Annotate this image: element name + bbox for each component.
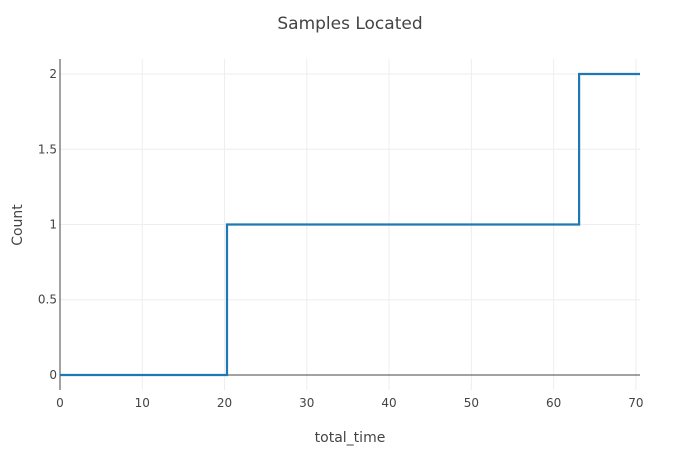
series-layer <box>60 72 640 377</box>
x-tick-label-1: 10 <box>135 396 150 410</box>
x-tick-label-3: 30 <box>299 396 314 410</box>
x-tick-label-4: 40 <box>381 396 396 410</box>
chart-title: Samples Located <box>277 14 422 34</box>
y-tick-label-4: 2 <box>49 67 57 81</box>
x-tick-label-6: 60 <box>546 396 561 410</box>
x-tick-label-0: 0 <box>56 396 64 410</box>
x-axis-title: total_time <box>315 430 386 446</box>
y-tick-label-2: 1 <box>49 218 57 232</box>
y-axis-title: Count <box>10 204 26 246</box>
y-tick-label-1: 0.5 <box>38 293 57 307</box>
x-tick-label-5: 50 <box>464 396 479 410</box>
tick-labels: 0 10 20 30 40 50 60 70 0 0.5 1 1.5 2 <box>38 67 644 410</box>
series-line-0 <box>60 72 640 377</box>
y-tick-label-3: 1.5 <box>38 142 57 156</box>
y-tick-label-0: 0 <box>49 368 57 382</box>
x-tick-label-2: 20 <box>217 396 232 410</box>
x-tick-label-7: 70 <box>628 396 643 410</box>
